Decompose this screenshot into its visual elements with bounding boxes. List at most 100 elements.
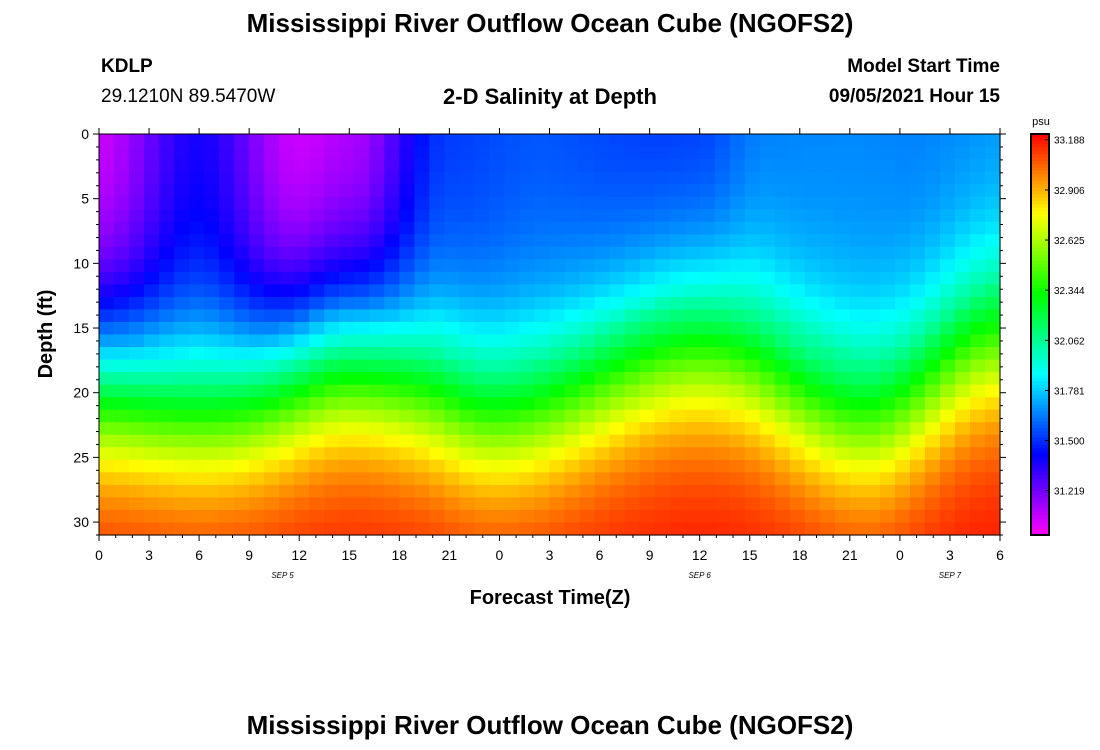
heatmap-cell <box>174 497 190 511</box>
heatmap-cell <box>894 359 911 373</box>
heatmap-cell <box>144 447 160 461</box>
heatmap-cell <box>864 359 881 373</box>
heatmap-cell <box>669 334 686 348</box>
heatmap-cell <box>504 271 521 285</box>
heatmap-cell <box>489 146 506 160</box>
heatmap-cell <box>849 309 866 323</box>
heatmap-cell <box>954 447 971 461</box>
heatmap-cell <box>339 196 355 210</box>
colorbar-band <box>1031 404 1049 409</box>
heatmap-cell <box>159 497 175 511</box>
heatmap-cell <box>459 397 476 411</box>
heatmap-cell <box>684 522 701 536</box>
heatmap-cell <box>519 184 536 198</box>
heatmap-cell <box>129 309 145 323</box>
heatmap-cell <box>309 209 325 223</box>
colorbar-band <box>1031 337 1049 342</box>
heatmap-cell <box>129 397 145 411</box>
heatmap-cell <box>399 359 415 373</box>
heatmap-cell <box>729 146 746 160</box>
heatmap-cell <box>564 347 581 361</box>
heatmap-cell <box>609 234 626 248</box>
heatmap-cell <box>939 384 956 398</box>
heatmap-cell <box>189 134 205 148</box>
heatmap-cell <box>834 347 851 361</box>
heatmap-cell <box>294 509 310 524</box>
heatmap-cell <box>849 246 866 260</box>
heatmap-cell <box>99 284 115 298</box>
heatmap-cell <box>924 321 941 336</box>
colorbar-band <box>1031 174 1049 179</box>
heatmap-cell <box>624 522 641 536</box>
heatmap-cell <box>519 434 536 448</box>
heatmap-cell <box>339 434 355 448</box>
x-tick-label: 18 <box>392 547 408 563</box>
heatmap-cell <box>654 472 671 486</box>
heatmap-cell <box>189 422 205 436</box>
heatmap-cell <box>234 384 250 398</box>
heatmap-cell <box>414 334 430 348</box>
heatmap-cell <box>309 321 325 336</box>
heatmap-cell <box>759 209 776 223</box>
colorbar-band <box>1031 247 1049 252</box>
heatmap-cell <box>444 134 460 148</box>
heatmap-cell <box>339 497 355 511</box>
heatmap-cell <box>384 409 400 423</box>
heatmap-cell <box>969 309 986 323</box>
heatmap-cell <box>954 134 971 148</box>
heatmap-cell <box>474 459 491 473</box>
heatmap-cell <box>909 347 926 361</box>
heatmap-cell <box>249 159 265 173</box>
heatmap-cell <box>939 459 956 473</box>
heatmap-cell <box>894 209 911 223</box>
heatmap-cell <box>669 271 686 285</box>
heatmap-cell <box>354 296 370 311</box>
heatmap-cell <box>204 271 220 285</box>
heatmap-cell <box>789 472 806 486</box>
heatmap-cell <box>129 447 145 461</box>
heatmap-cell <box>504 509 521 524</box>
heatmap-cell <box>159 372 175 386</box>
heatmap-cell <box>99 146 115 160</box>
heatmap-cell <box>204 259 220 273</box>
heatmap-cell <box>804 296 821 311</box>
heatmap-cell <box>504 171 521 185</box>
heatmap-cell <box>639 372 656 386</box>
heatmap-cell <box>819 246 836 260</box>
heatmap-cell <box>699 397 716 411</box>
heatmap-cell <box>489 484 506 499</box>
axis-ticks <box>93 128 1006 541</box>
heatmap-cell <box>849 359 866 373</box>
heatmap-cell <box>444 184 460 198</box>
heatmap-cell <box>699 234 716 248</box>
heatmap-cell <box>669 171 686 185</box>
heatmap-cell <box>609 409 626 423</box>
heatmap-cell <box>354 497 370 511</box>
heatmap-cell <box>849 196 866 210</box>
heatmap-cell <box>204 334 220 348</box>
heatmap-cell <box>99 159 115 173</box>
x-tick-label: 9 <box>646 547 654 563</box>
heatmap-cell <box>564 159 581 173</box>
heatmap-cell <box>504 422 521 436</box>
heatmap-cell <box>969 146 986 160</box>
heatmap-cell <box>234 447 250 461</box>
colorbar-band <box>1031 441 1049 446</box>
heatmap-cell <box>609 522 626 536</box>
heatmap-cell <box>729 321 746 336</box>
heatmap-cell <box>174 372 190 386</box>
heatmap-cell <box>654 409 671 423</box>
heatmap-cell <box>804 284 821 298</box>
heatmap-cell <box>849 522 866 536</box>
heatmap-cell <box>849 384 866 398</box>
heatmap-cell <box>924 409 941 423</box>
heatmap-cell <box>444 359 460 373</box>
colorbar-band <box>1031 531 1049 536</box>
heatmap-cell <box>504 434 521 448</box>
heatmap-cell <box>144 459 160 473</box>
heatmap-cell <box>774 159 791 173</box>
heatmap-cell <box>624 472 641 486</box>
heatmap-cell <box>234 409 250 423</box>
heatmap-cell <box>324 246 340 260</box>
heatmap-cell <box>174 284 190 298</box>
